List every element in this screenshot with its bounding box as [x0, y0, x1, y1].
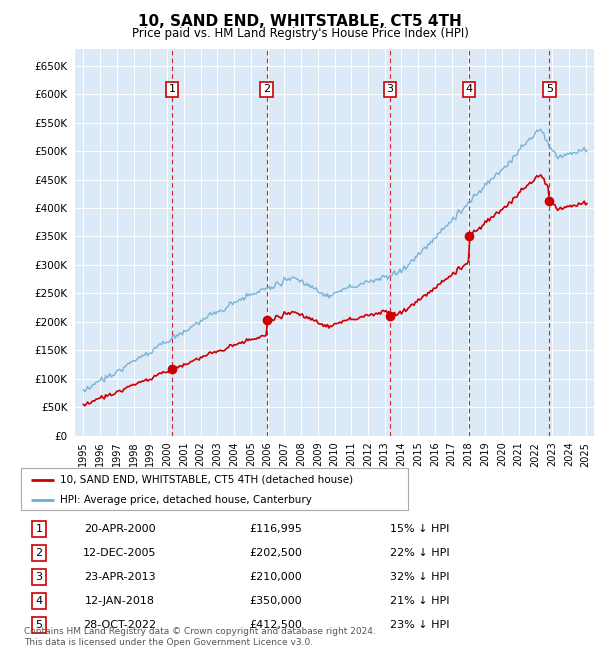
Text: 28-OCT-2022: 28-OCT-2022 [83, 620, 157, 630]
Text: 1: 1 [169, 84, 176, 94]
Text: HPI: Average price, detached house, Canterbury: HPI: Average price, detached house, Cant… [60, 495, 311, 504]
Text: £210,000: £210,000 [250, 572, 302, 582]
Text: 2: 2 [35, 548, 43, 558]
Text: 3: 3 [35, 572, 43, 582]
Text: 32% ↓ HPI: 32% ↓ HPI [390, 572, 450, 582]
Text: 5: 5 [546, 84, 553, 94]
Text: 23-APR-2013: 23-APR-2013 [84, 572, 156, 582]
Text: Contains HM Land Registry data © Crown copyright and database right 2024.
This d: Contains HM Land Registry data © Crown c… [24, 627, 376, 647]
Text: 4: 4 [35, 596, 43, 606]
Text: 4: 4 [466, 84, 473, 94]
Text: 20-APR-2000: 20-APR-2000 [84, 524, 156, 534]
Text: 3: 3 [386, 84, 394, 94]
Text: 23% ↓ HPI: 23% ↓ HPI [390, 620, 450, 630]
Text: 2: 2 [263, 84, 270, 94]
Text: £412,500: £412,500 [250, 620, 302, 630]
Text: Price paid vs. HM Land Registry's House Price Index (HPI): Price paid vs. HM Land Registry's House … [131, 27, 469, 40]
Text: 1: 1 [35, 524, 43, 534]
FancyBboxPatch shape [21, 468, 408, 510]
Text: 10, SAND END, WHITSTABLE, CT5 4TH: 10, SAND END, WHITSTABLE, CT5 4TH [138, 14, 462, 29]
Text: 15% ↓ HPI: 15% ↓ HPI [391, 524, 449, 534]
Text: £202,500: £202,500 [250, 548, 302, 558]
Text: 12-DEC-2005: 12-DEC-2005 [83, 548, 157, 558]
Text: 5: 5 [35, 620, 43, 630]
Text: 12-JAN-2018: 12-JAN-2018 [85, 596, 155, 606]
Text: 22% ↓ HPI: 22% ↓ HPI [390, 548, 450, 558]
Text: £350,000: £350,000 [250, 596, 302, 606]
Text: 10, SAND END, WHITSTABLE, CT5 4TH (detached house): 10, SAND END, WHITSTABLE, CT5 4TH (detac… [60, 475, 353, 485]
Text: £116,995: £116,995 [250, 524, 302, 534]
Text: 21% ↓ HPI: 21% ↓ HPI [390, 596, 450, 606]
